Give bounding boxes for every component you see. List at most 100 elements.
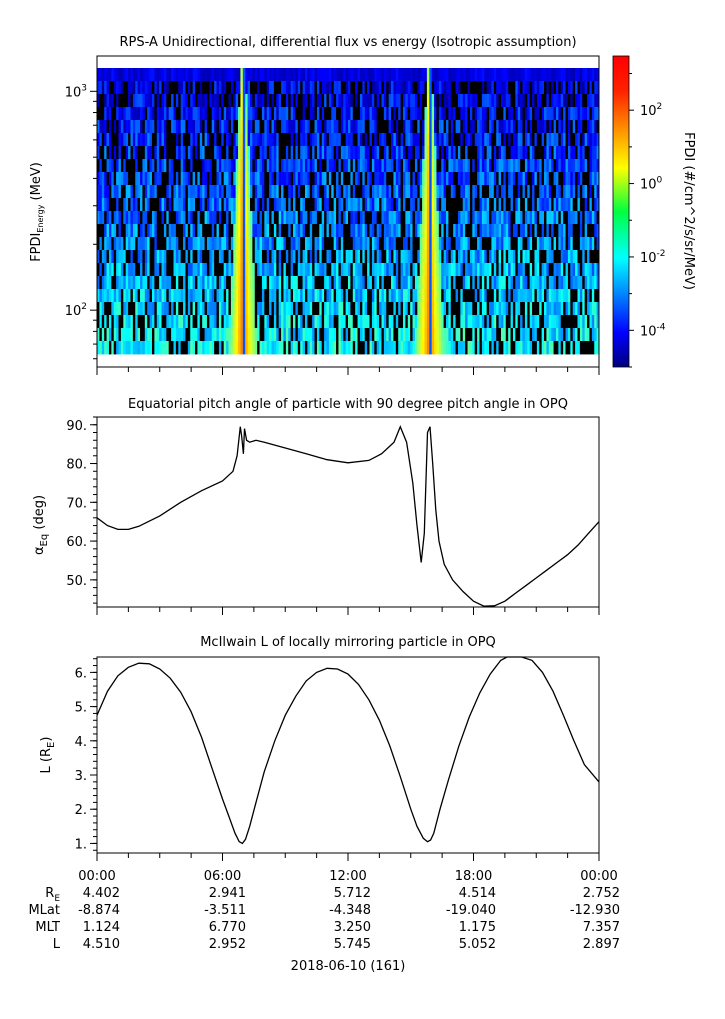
heatmap-cell <box>340 302 344 316</box>
heatmap-cell <box>412 120 416 134</box>
heatmap-cell <box>424 328 428 342</box>
heatmap-cell <box>371 263 375 277</box>
heatmap-cell <box>565 289 569 303</box>
heatmap-cell <box>503 159 507 173</box>
heatmap-cell <box>321 94 325 108</box>
heatmap-cell <box>364 133 368 147</box>
heatmap-cell <box>187 237 191 251</box>
heatmap-cell <box>228 315 232 329</box>
heatmap-cell <box>223 68 227 82</box>
heatmap-cell <box>520 107 523 121</box>
x-tick-label: 12:00 <box>329 869 366 884</box>
heatmap-cell <box>161 81 165 95</box>
heatmap-cell <box>567 341 571 355</box>
heatmap-cell <box>359 276 363 290</box>
heatmap-cell <box>414 133 418 147</box>
heatmap-cell <box>386 224 390 238</box>
heatmap-cell <box>120 224 124 238</box>
heatmap-cell <box>97 68 100 82</box>
heatmap-cell <box>414 315 418 329</box>
heatmap-cell <box>486 120 490 134</box>
heatmap-cell <box>529 172 533 186</box>
heatmap-cell <box>594 237 598 251</box>
heatmap-cell <box>154 68 158 82</box>
heatmap-cell <box>328 107 332 121</box>
heatmap-cell <box>276 172 280 186</box>
heatmap-cell <box>529 120 533 134</box>
heatmap-cell <box>541 68 545 82</box>
heatmap-cell <box>252 302 256 316</box>
heatmap-cell <box>539 185 543 199</box>
heatmap-cell <box>371 81 375 95</box>
heatmap-cell <box>450 237 454 251</box>
heatmap-cell <box>214 120 217 134</box>
heatmap-cell <box>551 172 554 186</box>
heatmap-cell <box>359 107 363 121</box>
heatmap-cell <box>312 263 315 277</box>
heatmap-cell <box>462 341 466 355</box>
heatmap-cell <box>324 172 327 186</box>
heatmap-cell <box>166 198 170 212</box>
heatmap-cell <box>302 289 306 303</box>
heatmap-cell <box>374 276 378 290</box>
heatmap-cell <box>584 81 588 95</box>
heatmap-cell <box>295 146 299 160</box>
heatmap-cell <box>481 211 485 225</box>
heatmap-cell <box>457 315 461 329</box>
heatmap-cell <box>168 107 172 121</box>
heatmap-cell <box>510 198 514 212</box>
heatmap-cell <box>395 237 399 251</box>
heatmap-cell <box>147 81 150 95</box>
heatmap-cell <box>228 185 232 199</box>
heatmap-cell <box>374 159 378 173</box>
heatmap-cell <box>151 198 155 212</box>
heatmap-cell <box>570 146 574 160</box>
heatmap-cell <box>264 172 268 186</box>
heatmap-cell <box>128 107 131 121</box>
heatmap-cell <box>214 107 217 121</box>
heatmap-cell <box>151 289 155 303</box>
heatmap-cell <box>558 120 562 134</box>
heatmap-cell <box>405 107 409 121</box>
heatmap-cell <box>481 341 485 355</box>
heatmap-cell <box>555 315 559 329</box>
heatmap-cell <box>264 159 268 173</box>
heatmap-cell <box>481 224 485 238</box>
heatmap-cell <box>340 224 344 238</box>
heatmap-cell <box>402 237 406 251</box>
heatmap-cell <box>474 276 478 290</box>
heatmap-cell <box>209 211 213 225</box>
heatmap-cell <box>381 289 385 303</box>
heatmap-cell <box>381 68 385 82</box>
heatmap-cell <box>163 237 167 251</box>
heatmap-cell <box>512 328 516 342</box>
heatmap-cell <box>558 302 562 316</box>
heatmap-cell <box>412 107 416 121</box>
heatmap-cell <box>118 81 122 95</box>
heatmap-cell <box>183 237 186 251</box>
heatmap-cell <box>359 159 363 173</box>
heatmap-cell <box>99 211 103 225</box>
heatmap-cell <box>288 263 292 277</box>
heatmap-cell <box>180 263 184 277</box>
heatmap-cell <box>500 133 504 147</box>
mcilwain-l-y-ticks: 1.2.3.4.5.6. <box>75 658 97 852</box>
heatmap-cell <box>429 250 433 264</box>
heatmap-cell <box>123 328 127 342</box>
heatmap-cell <box>116 289 119 303</box>
heatmap-cell <box>462 237 466 251</box>
heatmap-cell <box>407 146 411 160</box>
x-tick-label: 06:00 <box>204 869 241 884</box>
heatmap-cell <box>489 198 492 212</box>
heatmap-cell <box>395 159 399 173</box>
heatmap-cell <box>355 315 358 329</box>
heatmap-cell <box>541 81 545 95</box>
heatmap-cell <box>570 328 574 342</box>
heatmap-cell <box>247 120 251 134</box>
heatmap-cell <box>154 211 158 225</box>
heatmap-cell <box>218 250 222 264</box>
heatmap-cell <box>149 146 153 160</box>
heatmap-cell <box>316 198 320 212</box>
heatmap-cell <box>527 250 531 264</box>
heatmap-cell <box>106 185 110 199</box>
